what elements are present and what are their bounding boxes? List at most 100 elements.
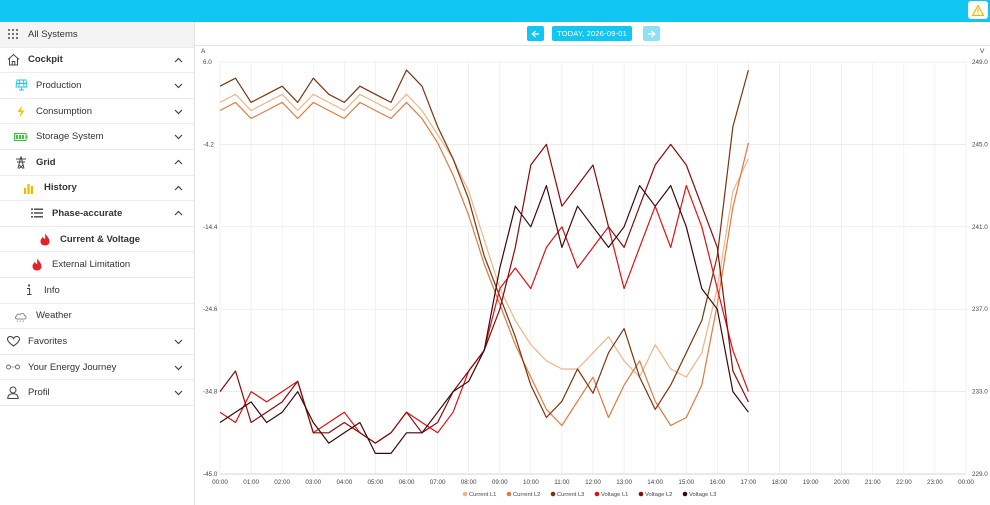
sidebar-item-label: External Limitation [52, 259, 131, 271]
left-tick-label: 6.0 [203, 59, 212, 66]
right-tick-label: 245.0 [972, 141, 988, 148]
legend-label: Current L3 [557, 492, 584, 498]
x-tick-label: 00:00 [958, 479, 974, 486]
x-tick-label: 10:00 [523, 479, 539, 486]
right-tick-label: 233.0 [972, 389, 988, 396]
sidebar-item-grid[interactable]: Grid [0, 150, 194, 176]
left-tick-label: -45.0 [203, 471, 218, 478]
series-line-voltage-l1 [219, 185, 749, 444]
x-tick-label: 18:00 [772, 479, 788, 486]
right-tick-label: 241.0 [972, 224, 988, 231]
legend-label: Voltage L3 [689, 492, 716, 498]
sidebar-item-label: Phase-accurate [52, 207, 123, 219]
legend-marker [682, 491, 688, 497]
series-line-current-l3 [219, 69, 749, 419]
battery-icon [14, 130, 28, 144]
legend-label: Voltage L1 [601, 492, 628, 498]
sidebar-item-all-systems[interactable]: All Systems [0, 22, 194, 48]
warning-button[interactable] [968, 1, 988, 19]
chevron-down-icon[interactable] [173, 387, 184, 398]
sidebar-item-consumption[interactable]: Consumption [0, 99, 194, 125]
x-tick-label: 06:00 [399, 479, 415, 486]
chevron-down-icon[interactable] [173, 131, 184, 142]
x-tick-label: 07:00 [430, 479, 446, 486]
arrow-left-icon [531, 30, 539, 37]
x-tick-label: 12:00 [585, 479, 601, 486]
x-tick-label: 04:00 [336, 479, 352, 486]
flame-icon [30, 258, 44, 272]
x-tick-label: 23:00 [927, 479, 943, 486]
sidebar-item-label: Cockpit [28, 54, 63, 66]
sidebar-item-energy-journey[interactable]: Your Energy Journey [0, 355, 194, 381]
next-day-button[interactable] [643, 26, 660, 41]
sidebar-item-label: Your Energy Journey [28, 361, 117, 373]
home-icon [6, 53, 20, 67]
series-line-voltage-l3 [219, 185, 749, 454]
lightning-icon [14, 104, 28, 118]
x-tick-label: 05:00 [368, 479, 384, 486]
x-tick-label: 02:00 [274, 479, 290, 486]
chevron-down-icon[interactable] [173, 80, 184, 91]
sidebar-item-label: Favorites [28, 335, 68, 347]
previous-day-button[interactable] [527, 26, 544, 41]
series-line-current-l1 [219, 93, 749, 378]
date-navigation: TODAY, 2026-09-01 [195, 22, 990, 46]
sidebar-item-info[interactable]: Info [0, 278, 194, 304]
sidebar-item-favorites[interactable]: Favorites [0, 329, 194, 355]
heart-icon [6, 334, 20, 348]
sidebar-item-label: Current & Voltage [60, 233, 141, 245]
sidebar-item-storage-system[interactable]: Storage System [0, 124, 194, 150]
arrow-right-icon [648, 30, 656, 37]
legend-label: Voltage L2 [645, 492, 672, 498]
right-tick-label: 249.0 [972, 59, 988, 66]
sidebar-item-external-limitation[interactable]: External Limitation [0, 252, 194, 278]
x-tick-label: 17:00 [741, 479, 757, 486]
power-pylon-icon [14, 155, 28, 169]
x-tick-label: 03:00 [305, 479, 321, 486]
sidebar-item-label: Profil [28, 387, 50, 399]
legend-marker [638, 491, 644, 497]
user-icon [6, 386, 20, 400]
chevron-up-icon[interactable] [173, 157, 184, 168]
sidebar-item-label: All Systems [28, 28, 78, 40]
sidebar-item-history[interactable]: History [0, 176, 194, 202]
sidebar-item-weather[interactable]: Weather [0, 304, 194, 330]
list-icon [30, 206, 44, 220]
chevron-up-icon[interactable] [173, 55, 184, 66]
legend-marker [550, 491, 556, 497]
left-tick-label: -34.8 [203, 389, 218, 396]
legend-marker [462, 491, 468, 497]
x-tick-label: 20:00 [834, 479, 850, 486]
series-line-current-l2 [219, 101, 749, 427]
chevron-up-icon[interactable] [173, 183, 184, 194]
sidebar-item-phase-accurate[interactable]: Phase-accurate [0, 201, 194, 227]
date-selector-button[interactable]: TODAY, 2026-09-01 [552, 26, 632, 41]
sidebar-item-label: Storage System [36, 131, 104, 143]
x-tick-label: 14:00 [647, 479, 663, 486]
left-tick-label: -24.6 [203, 306, 218, 313]
x-tick-label: 21:00 [865, 479, 881, 486]
sidebar-item-production[interactable]: Production [0, 73, 194, 99]
x-tick-label: 00:00 [212, 479, 228, 486]
top-header-bar [0, 0, 990, 22]
x-tick-label: 22:00 [896, 479, 912, 486]
sidebar-item-label: Production [36, 79, 82, 91]
warning-icon [972, 4, 984, 16]
x-tick-label: 01:00 [243, 479, 259, 486]
chevron-down-icon[interactable] [173, 336, 184, 347]
x-tick-label: 09:00 [492, 479, 508, 486]
x-tick-label: 08:00 [461, 479, 477, 486]
sidebar-item-label: Info [44, 284, 60, 296]
x-tick-label: 15:00 [678, 479, 694, 486]
sidebar-item-label: Weather [36, 310, 72, 322]
right-tick-label: 237.0 [972, 306, 988, 313]
chevron-down-icon[interactable] [173, 106, 184, 117]
sidebar-item-label: History [44, 182, 77, 194]
sidebar-item-cockpit[interactable]: Cockpit [0, 48, 194, 74]
chevron-up-icon[interactable] [173, 208, 184, 219]
x-tick-label: 16:00 [709, 479, 725, 486]
chevron-down-icon[interactable] [173, 362, 184, 373]
sidebar-item-current-voltage[interactable]: Current & Voltage [0, 227, 194, 253]
legend-label: Current L1 [469, 492, 496, 498]
sidebar-item-profil[interactable]: Profil [0, 380, 194, 406]
